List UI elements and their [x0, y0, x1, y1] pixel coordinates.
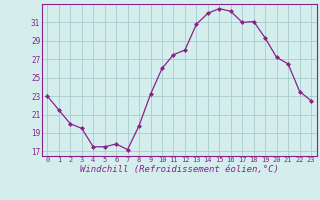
X-axis label: Windchill (Refroidissement éolien,°C): Windchill (Refroidissement éolien,°C) [80, 165, 279, 174]
